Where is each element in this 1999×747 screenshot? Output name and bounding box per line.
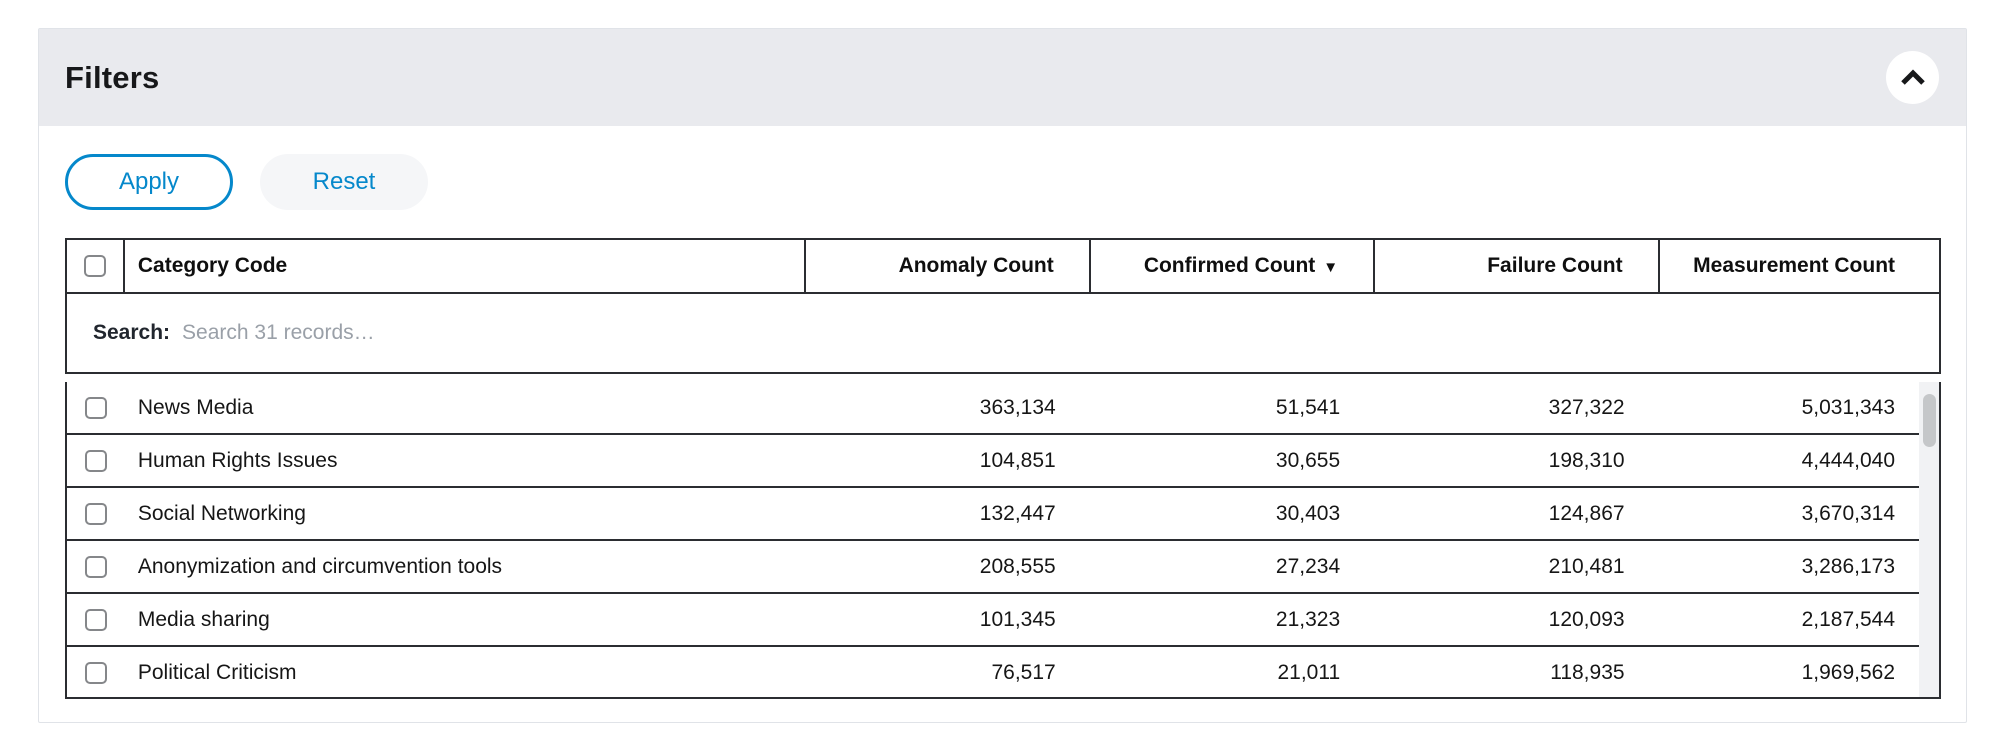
failure-count-cell: 118,935 [1550, 660, 1625, 684]
anomaly-count-cell: 363,134 [979, 395, 1056, 419]
row-checkbox[interactable] [84, 661, 107, 684]
collapse-panel-button[interactable] [1886, 51, 1939, 104]
column-header-label: Anomaly Count [898, 254, 1054, 277]
category-cell: Anonymization and circumvention tools [137, 554, 503, 578]
table-row: Social Networking 132,447 30,403 124,867… [67, 488, 1939, 541]
row-checkbox[interactable] [84, 396, 107, 419]
row-checkbox[interactable] [84, 555, 107, 578]
category-cell: Human Rights Issues [137, 448, 338, 472]
category-cell: News Media [137, 395, 254, 419]
panel-title: Filters [65, 59, 160, 95]
filter-actions: Apply Reset [65, 154, 1940, 210]
column-header-label: Failure Count [1487, 254, 1623, 277]
row-checkbox[interactable] [84, 502, 107, 525]
measurement-count-cell: 1,969,562 [1801, 660, 1896, 684]
anomaly-count-cell: 208,555 [979, 554, 1056, 578]
filters-panel: Filters Apply Reset Category Code [38, 28, 1967, 723]
column-header-label: Measurement Count [1693, 254, 1896, 277]
filters-panel-content: Apply Reset Category Code Anomaly Count … [39, 126, 1966, 699]
failure-count-cell: 120,093 [1548, 607, 1625, 631]
failure-count-cell: 198,310 [1548, 448, 1625, 472]
row-checkbox[interactable] [84, 608, 107, 631]
measurement-count-cell: 4,444,040 [1801, 448, 1896, 472]
table-body: News Media 363,134 51,541 327,322 5,031,… [65, 382, 1941, 699]
column-header-measurement-count[interactable]: Measurement Count [1660, 240, 1939, 292]
confirmed-count-cell: 21,011 [1277, 660, 1341, 684]
row-checkbox[interactable] [84, 449, 107, 472]
column-header-confirmed-count[interactable]: Confirmed Count ▼ [1091, 240, 1376, 292]
vertical-scrollbar-track[interactable] [1919, 382, 1939, 697]
confirmed-count-cell: 51,541 [1275, 395, 1341, 419]
vertical-scrollbar-thumb[interactable] [1923, 394, 1936, 447]
apply-button[interactable]: Apply [65, 154, 233, 210]
column-header-anomaly-count[interactable]: Anomaly Count [806, 240, 1091, 292]
column-header-label: Category Code [137, 254, 288, 277]
failure-count-cell: 124,867 [1548, 501, 1625, 525]
confirmed-count-cell: 27,234 [1275, 554, 1341, 578]
table-row: Media sharing 101,345 21,323 120,093 2,1… [67, 594, 1939, 647]
sort-descending-icon: ▼ [1323, 258, 1339, 276]
header-checkbox-cell [67, 240, 125, 292]
anomaly-count-cell: 76,517 [991, 660, 1056, 684]
failure-count-cell: 210,481 [1548, 554, 1625, 578]
table-header-row: Category Code Anomaly Count Confirmed Co… [65, 238, 1941, 294]
column-header-failure-count[interactable]: Failure Count [1375, 240, 1660, 292]
filters-panel-header: Filters [39, 29, 1966, 126]
measurement-count-cell: 3,670,314 [1801, 501, 1896, 525]
category-table: Category Code Anomaly Count Confirmed Co… [65, 238, 1941, 699]
confirmed-count-cell: 30,655 [1275, 448, 1341, 472]
table-row: Anonymization and circumvention tools 20… [67, 541, 1939, 594]
category-cell: Political Criticism [137, 660, 297, 684]
measurement-count-cell: 5,031,343 [1801, 395, 1896, 419]
select-all-checkbox[interactable] [83, 255, 106, 277]
reset-button[interactable]: Reset [260, 154, 428, 210]
table-row: News Media 363,134 51,541 327,322 5,031,… [67, 382, 1939, 435]
column-header-label: Confirmed Count [1143, 254, 1316, 277]
anomaly-count-cell: 101,345 [979, 607, 1056, 631]
table-search-row: Search: [65, 294, 1941, 374]
chevron-up-icon [1898, 68, 1928, 88]
table-row: Human Rights Issues 104,851 30,655 198,3… [67, 435, 1939, 488]
confirmed-count-cell: 30,403 [1275, 501, 1341, 525]
category-cell: Social Networking [137, 501, 306, 525]
failure-count-cell: 327,322 [1548, 395, 1625, 419]
table-row: Political Criticism 76,517 21,011 118,93… [67, 647, 1939, 697]
anomaly-count-cell: 132,447 [979, 501, 1056, 525]
category-cell: Media sharing [137, 607, 270, 631]
search-label: Search: [93, 321, 171, 344]
column-header-category-code[interactable]: Category Code [125, 240, 807, 292]
measurement-count-cell: 2,187,544 [1801, 607, 1896, 631]
anomaly-count-cell: 104,851 [979, 448, 1056, 472]
search-input[interactable] [182, 321, 1083, 345]
measurement-count-cell: 3,286,173 [1801, 554, 1896, 578]
confirmed-count-cell: 21,323 [1275, 607, 1341, 631]
